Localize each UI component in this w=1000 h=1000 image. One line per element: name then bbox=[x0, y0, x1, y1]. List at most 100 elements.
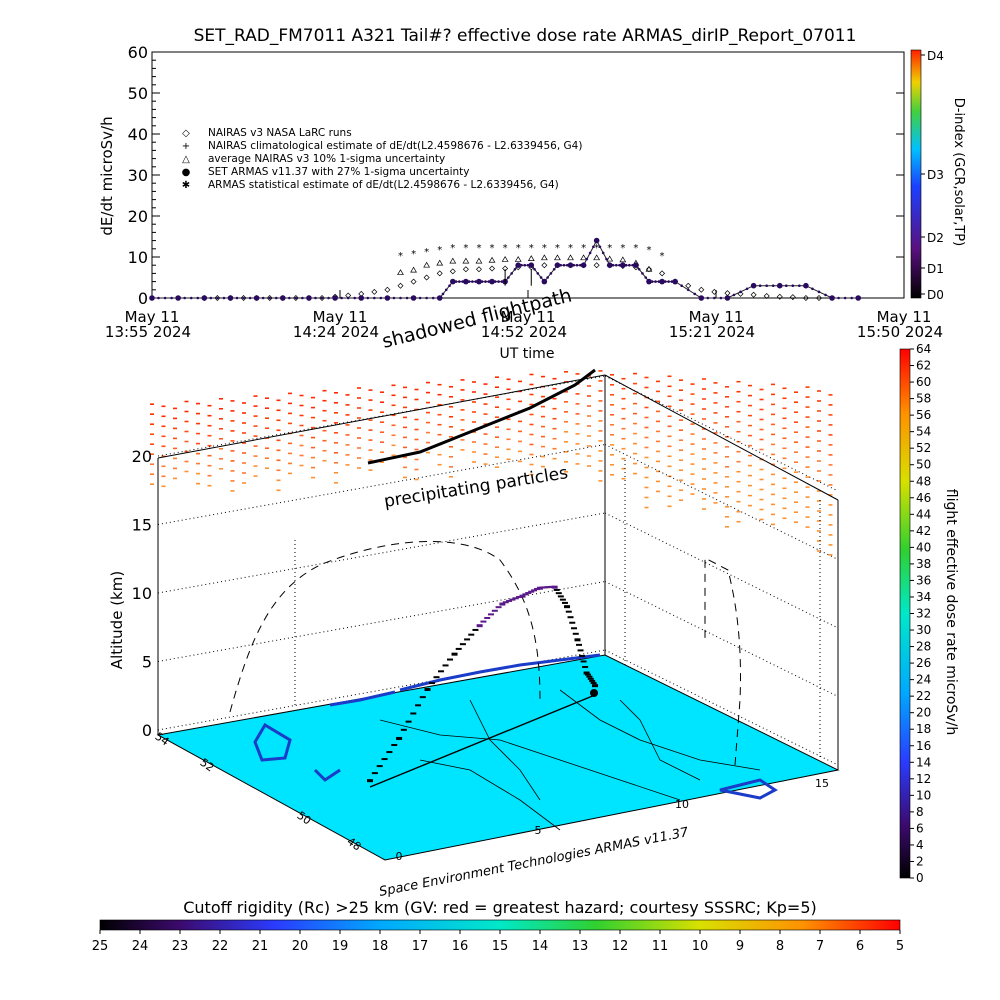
flight-altitude-mark bbox=[476, 624, 483, 628]
armas-point bbox=[803, 282, 809, 289]
armas-trace-dot bbox=[664, 280, 667, 283]
precipitating-particles-field bbox=[150, 370, 833, 556]
dose-colorbar-tick-label: 0 bbox=[916, 871, 924, 885]
flight-altitude-mark bbox=[576, 643, 583, 646]
flight-track-3d bbox=[367, 585, 598, 783]
nairas-point bbox=[698, 286, 705, 293]
top-x-axis-label: UT time bbox=[500, 346, 555, 362]
flight-altitude-mark bbox=[371, 772, 378, 775]
flight-altitude-mark bbox=[589, 679, 596, 682]
armas-point bbox=[593, 237, 600, 244]
armas-trace-dot bbox=[644, 276, 648, 279]
armas-point bbox=[541, 278, 548, 285]
armas-trace-dot bbox=[559, 263, 562, 267]
legend-label: ARMAS statistical estimate of dE/dt(L2.4… bbox=[208, 179, 559, 191]
nairas-point bbox=[475, 266, 482, 273]
legend-label: average NAIRAS v3 10% 1-sigma uncertaint… bbox=[208, 153, 445, 165]
altitude-gridline-side bbox=[604, 375, 839, 492]
nairas-point bbox=[436, 270, 443, 277]
armas-trace-dot bbox=[507, 276, 510, 279]
dose-colorbar-tick-label: 6 bbox=[916, 821, 924, 835]
flight-altitude-mark bbox=[506, 599, 513, 602]
armas-trace-dot bbox=[444, 288, 448, 292]
flight-altitude-mark bbox=[488, 613, 495, 616]
dose-colorbar-tick-label: 16 bbox=[916, 739, 931, 753]
rigidity-colorbar-tick-label: 11 bbox=[652, 939, 669, 954]
flight-altitude-mark bbox=[424, 687, 431, 691]
armas-trace-dot bbox=[598, 245, 602, 249]
flight-altitude-mark bbox=[459, 643, 466, 646]
floor-x-tick-label: 5 bbox=[535, 824, 542, 837]
armas-point bbox=[633, 262, 639, 269]
armas-trace-dot bbox=[811, 287, 814, 291]
nairas-point bbox=[685, 282, 692, 289]
flight-altitude-mark bbox=[569, 621, 576, 624]
armas-trace-dot bbox=[484, 280, 487, 283]
y-tick-label: 0 bbox=[138, 289, 148, 308]
armas-trace-dot bbox=[565, 263, 569, 267]
armas-trace-dot bbox=[526, 263, 530, 267]
nairas-point bbox=[462, 266, 469, 273]
flight-altitude-mark bbox=[442, 664, 449, 667]
flight-altitude-mark bbox=[586, 675, 593, 678]
armas-point bbox=[672, 278, 678, 285]
armas-trace-dot bbox=[631, 263, 634, 267]
x-tick-label-time: 15:50 2024 bbox=[857, 323, 943, 341]
armas-trace-dot bbox=[216, 296, 219, 300]
box-frame bbox=[157, 374, 839, 770]
top-y-axis: 0 10 20 30 40 50 60 bbox=[128, 43, 904, 308]
y-tick-label: 50 bbox=[128, 84, 148, 103]
country-border bbox=[619, 699, 701, 781]
flight-altitude-mark bbox=[480, 620, 487, 623]
armas-trace-dot bbox=[500, 280, 504, 283]
nairas-uncertainty-point bbox=[606, 255, 614, 262]
armas-trace-dot bbox=[494, 280, 497, 283]
armas-trace-dot bbox=[611, 263, 615, 267]
rigidity-colorbar-tick-label: 15 bbox=[492, 939, 509, 954]
flight-altitude-mark bbox=[499, 602, 506, 606]
y-tick-label: 10 bbox=[128, 248, 148, 267]
nairas-point bbox=[724, 290, 731, 297]
armas-trace-dot bbox=[784, 284, 788, 288]
rigidity-colorbar-tick-label: 16 bbox=[452, 939, 469, 954]
d-index-tick-label: D2 bbox=[927, 231, 944, 245]
armas-trace-dot bbox=[641, 272, 644, 275]
armas-trace-dot bbox=[572, 263, 576, 267]
armas-trace-dot bbox=[637, 268, 641, 271]
armas-trace-dot bbox=[533, 268, 536, 271]
armas-point bbox=[580, 262, 587, 269]
armas-trace-dot bbox=[798, 284, 801, 288]
nairas-uncertainty-point bbox=[567, 254, 574, 261]
flight-altitude-mark bbox=[577, 649, 584, 652]
armas-trace-dot bbox=[605, 257, 608, 261]
armas-point bbox=[149, 295, 155, 301]
dose-rate-colorbar: 0246810121416182022242628303234363840424… bbox=[899, 342, 959, 885]
top-y-axis-label: dE/dt microSv/h bbox=[98, 116, 116, 235]
flight-altitude-mark bbox=[580, 660, 587, 663]
dose-colorbar-tick-label: 42 bbox=[916, 524, 931, 538]
altitude-gridline-side bbox=[604, 649, 839, 766]
rigidity-colorbar-tick-label: 14 bbox=[532, 939, 549, 954]
dose-colorbar-tick-label: 30 bbox=[916, 623, 931, 637]
armas-trace-dot bbox=[667, 280, 670, 283]
coastline bbox=[313, 768, 341, 782]
armas-trace-dot bbox=[274, 296, 278, 300]
flight-altitude-mark bbox=[433, 676, 440, 679]
flight-altitude-mark bbox=[571, 627, 578, 630]
dose-colorbar-tick-label: 54 bbox=[916, 425, 931, 439]
dose-colorbar-tick-label: 38 bbox=[916, 557, 931, 571]
nairas-uncertainty-point bbox=[527, 255, 535, 261]
flight-altitude-mark bbox=[405, 720, 412, 723]
armas-point bbox=[776, 282, 783, 289]
flight-altitude-mark bbox=[391, 744, 398, 747]
nairas-point bbox=[214, 295, 221, 301]
altitude-gridline-side bbox=[604, 581, 839, 697]
armas-point bbox=[384, 295, 391, 301]
top-series-group: * * * * * * * * * * * * * * * * * * * * * bbox=[149, 237, 862, 301]
x-tick-label-date: May 11 bbox=[877, 308, 932, 326]
y-tick-label: 20 bbox=[128, 207, 148, 226]
armas-trace-dot bbox=[670, 280, 674, 283]
armas-trace-dot bbox=[536, 272, 540, 275]
rigidity-colorbar-tick-label: 10 bbox=[692, 939, 709, 954]
